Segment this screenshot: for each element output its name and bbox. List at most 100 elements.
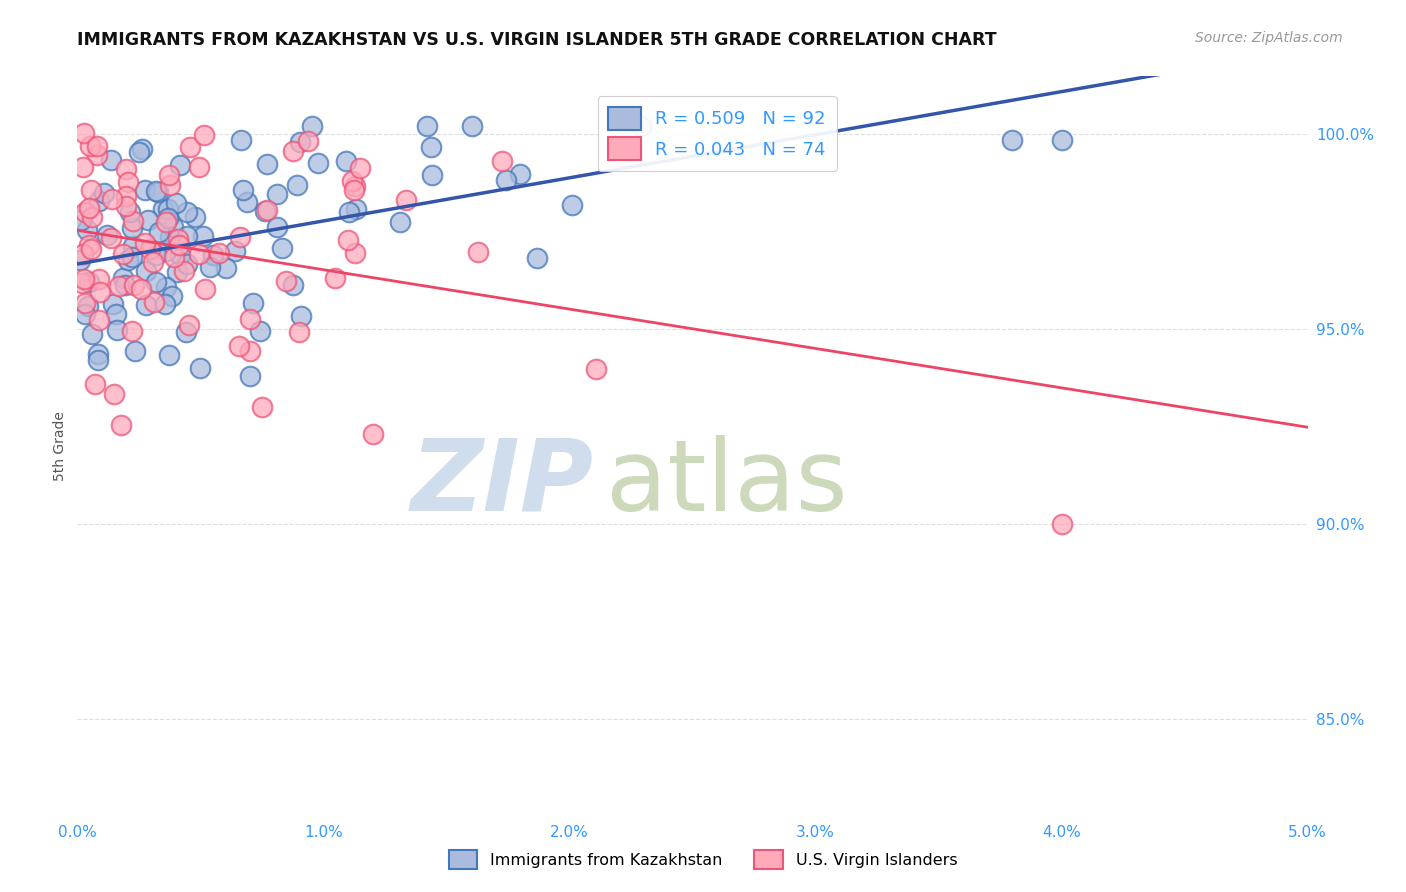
- Point: [77, 299, 100, 313]
- Point: [121, 324, 143, 338]
- Point: [169, 158, 191, 172]
- Point: [361, 427, 384, 442]
- Point: [461, 120, 484, 134]
- Point: [121, 220, 143, 235]
- Point: [155, 279, 177, 293]
- Point: [120, 205, 142, 219]
- Point: [176, 325, 198, 339]
- Point: [115, 188, 138, 202]
- Point: [491, 154, 513, 169]
- Point: [188, 361, 212, 376]
- Point: [79, 139, 101, 153]
- Point: [69, 252, 91, 267]
- Point: [288, 325, 311, 339]
- Point: [276, 274, 298, 288]
- Point: [188, 246, 211, 260]
- Point: [167, 238, 190, 252]
- Point: [256, 203, 278, 218]
- Point: [124, 278, 146, 293]
- Point: [80, 327, 103, 342]
- Point: [135, 298, 157, 312]
- Point: [110, 417, 132, 432]
- Point: [179, 139, 201, 153]
- Point: [509, 167, 531, 181]
- Point: [117, 252, 139, 267]
- Point: [188, 161, 211, 175]
- Point: [176, 256, 198, 270]
- Point: [142, 255, 165, 269]
- Point: [191, 228, 214, 243]
- Point: [335, 154, 357, 169]
- Point: [101, 192, 124, 206]
- Point: [266, 220, 288, 235]
- Text: atlas: atlas: [606, 434, 848, 532]
- Point: [105, 323, 128, 337]
- Point: [87, 353, 110, 368]
- Point: [239, 312, 262, 326]
- Point: [142, 295, 165, 310]
- Point: [115, 162, 138, 177]
- Point: [159, 230, 181, 244]
- Y-axis label: 5th Grade: 5th Grade: [53, 411, 67, 481]
- Point: [526, 251, 548, 265]
- Point: [160, 289, 183, 303]
- Point: [561, 198, 583, 212]
- Point: [157, 202, 180, 216]
- Point: [176, 229, 198, 244]
- Point: [134, 183, 156, 197]
- Point: [128, 145, 150, 159]
- Point: [77, 275, 100, 289]
- Point: [467, 245, 489, 260]
- Point: [395, 194, 418, 208]
- Point: [349, 161, 371, 176]
- Point: [165, 195, 187, 210]
- Point: [77, 237, 100, 252]
- Point: [201, 248, 224, 262]
- Point: [236, 194, 259, 209]
- Text: ZIP: ZIP: [411, 434, 595, 532]
- Point: [242, 296, 264, 310]
- Point: [87, 272, 110, 286]
- Point: [112, 247, 135, 261]
- Point: [162, 250, 184, 264]
- Point: [215, 260, 238, 275]
- Point: [76, 222, 98, 236]
- Point: [79, 201, 101, 215]
- Point: [152, 202, 174, 216]
- Point: [173, 263, 195, 277]
- Point: [297, 134, 319, 148]
- Text: IMMIGRANTS FROM KAZAKHSTAN VS U.S. VIRGIN ISLANDER 5TH GRADE CORRELATION CHART: IMMIGRANTS FROM KAZAKHSTAN VS U.S. VIRGI…: [77, 31, 997, 49]
- Point: [416, 120, 439, 134]
- Point: [271, 241, 294, 255]
- Point: [112, 271, 135, 285]
- Point: [166, 265, 188, 279]
- Legend: Immigrants from Kazakhstan, U.S. Virgin Islanders: Immigrants from Kazakhstan, U.S. Virgin …: [441, 844, 965, 875]
- Point: [266, 186, 288, 201]
- Point: [198, 260, 221, 274]
- Point: [228, 230, 250, 244]
- Point: [135, 264, 157, 278]
- Point: [87, 194, 110, 208]
- Point: [101, 297, 124, 311]
- Point: [72, 246, 94, 260]
- Point: [96, 228, 118, 243]
- Point: [75, 307, 97, 321]
- Point: [287, 178, 309, 192]
- Point: [1050, 133, 1073, 147]
- Point: [256, 157, 278, 171]
- Point: [420, 140, 443, 154]
- Point: [344, 202, 367, 216]
- Point: [1050, 516, 1073, 531]
- Point: [87, 313, 110, 327]
- Point: [80, 242, 103, 256]
- Point: [630, 120, 652, 134]
- Point: [134, 236, 156, 251]
- Point: [288, 135, 311, 149]
- Point: [138, 242, 160, 256]
- Point: [290, 309, 312, 323]
- Point: [136, 212, 159, 227]
- Point: [86, 148, 108, 162]
- Point: [100, 153, 122, 167]
- Point: [252, 400, 274, 414]
- Point: [344, 178, 367, 193]
